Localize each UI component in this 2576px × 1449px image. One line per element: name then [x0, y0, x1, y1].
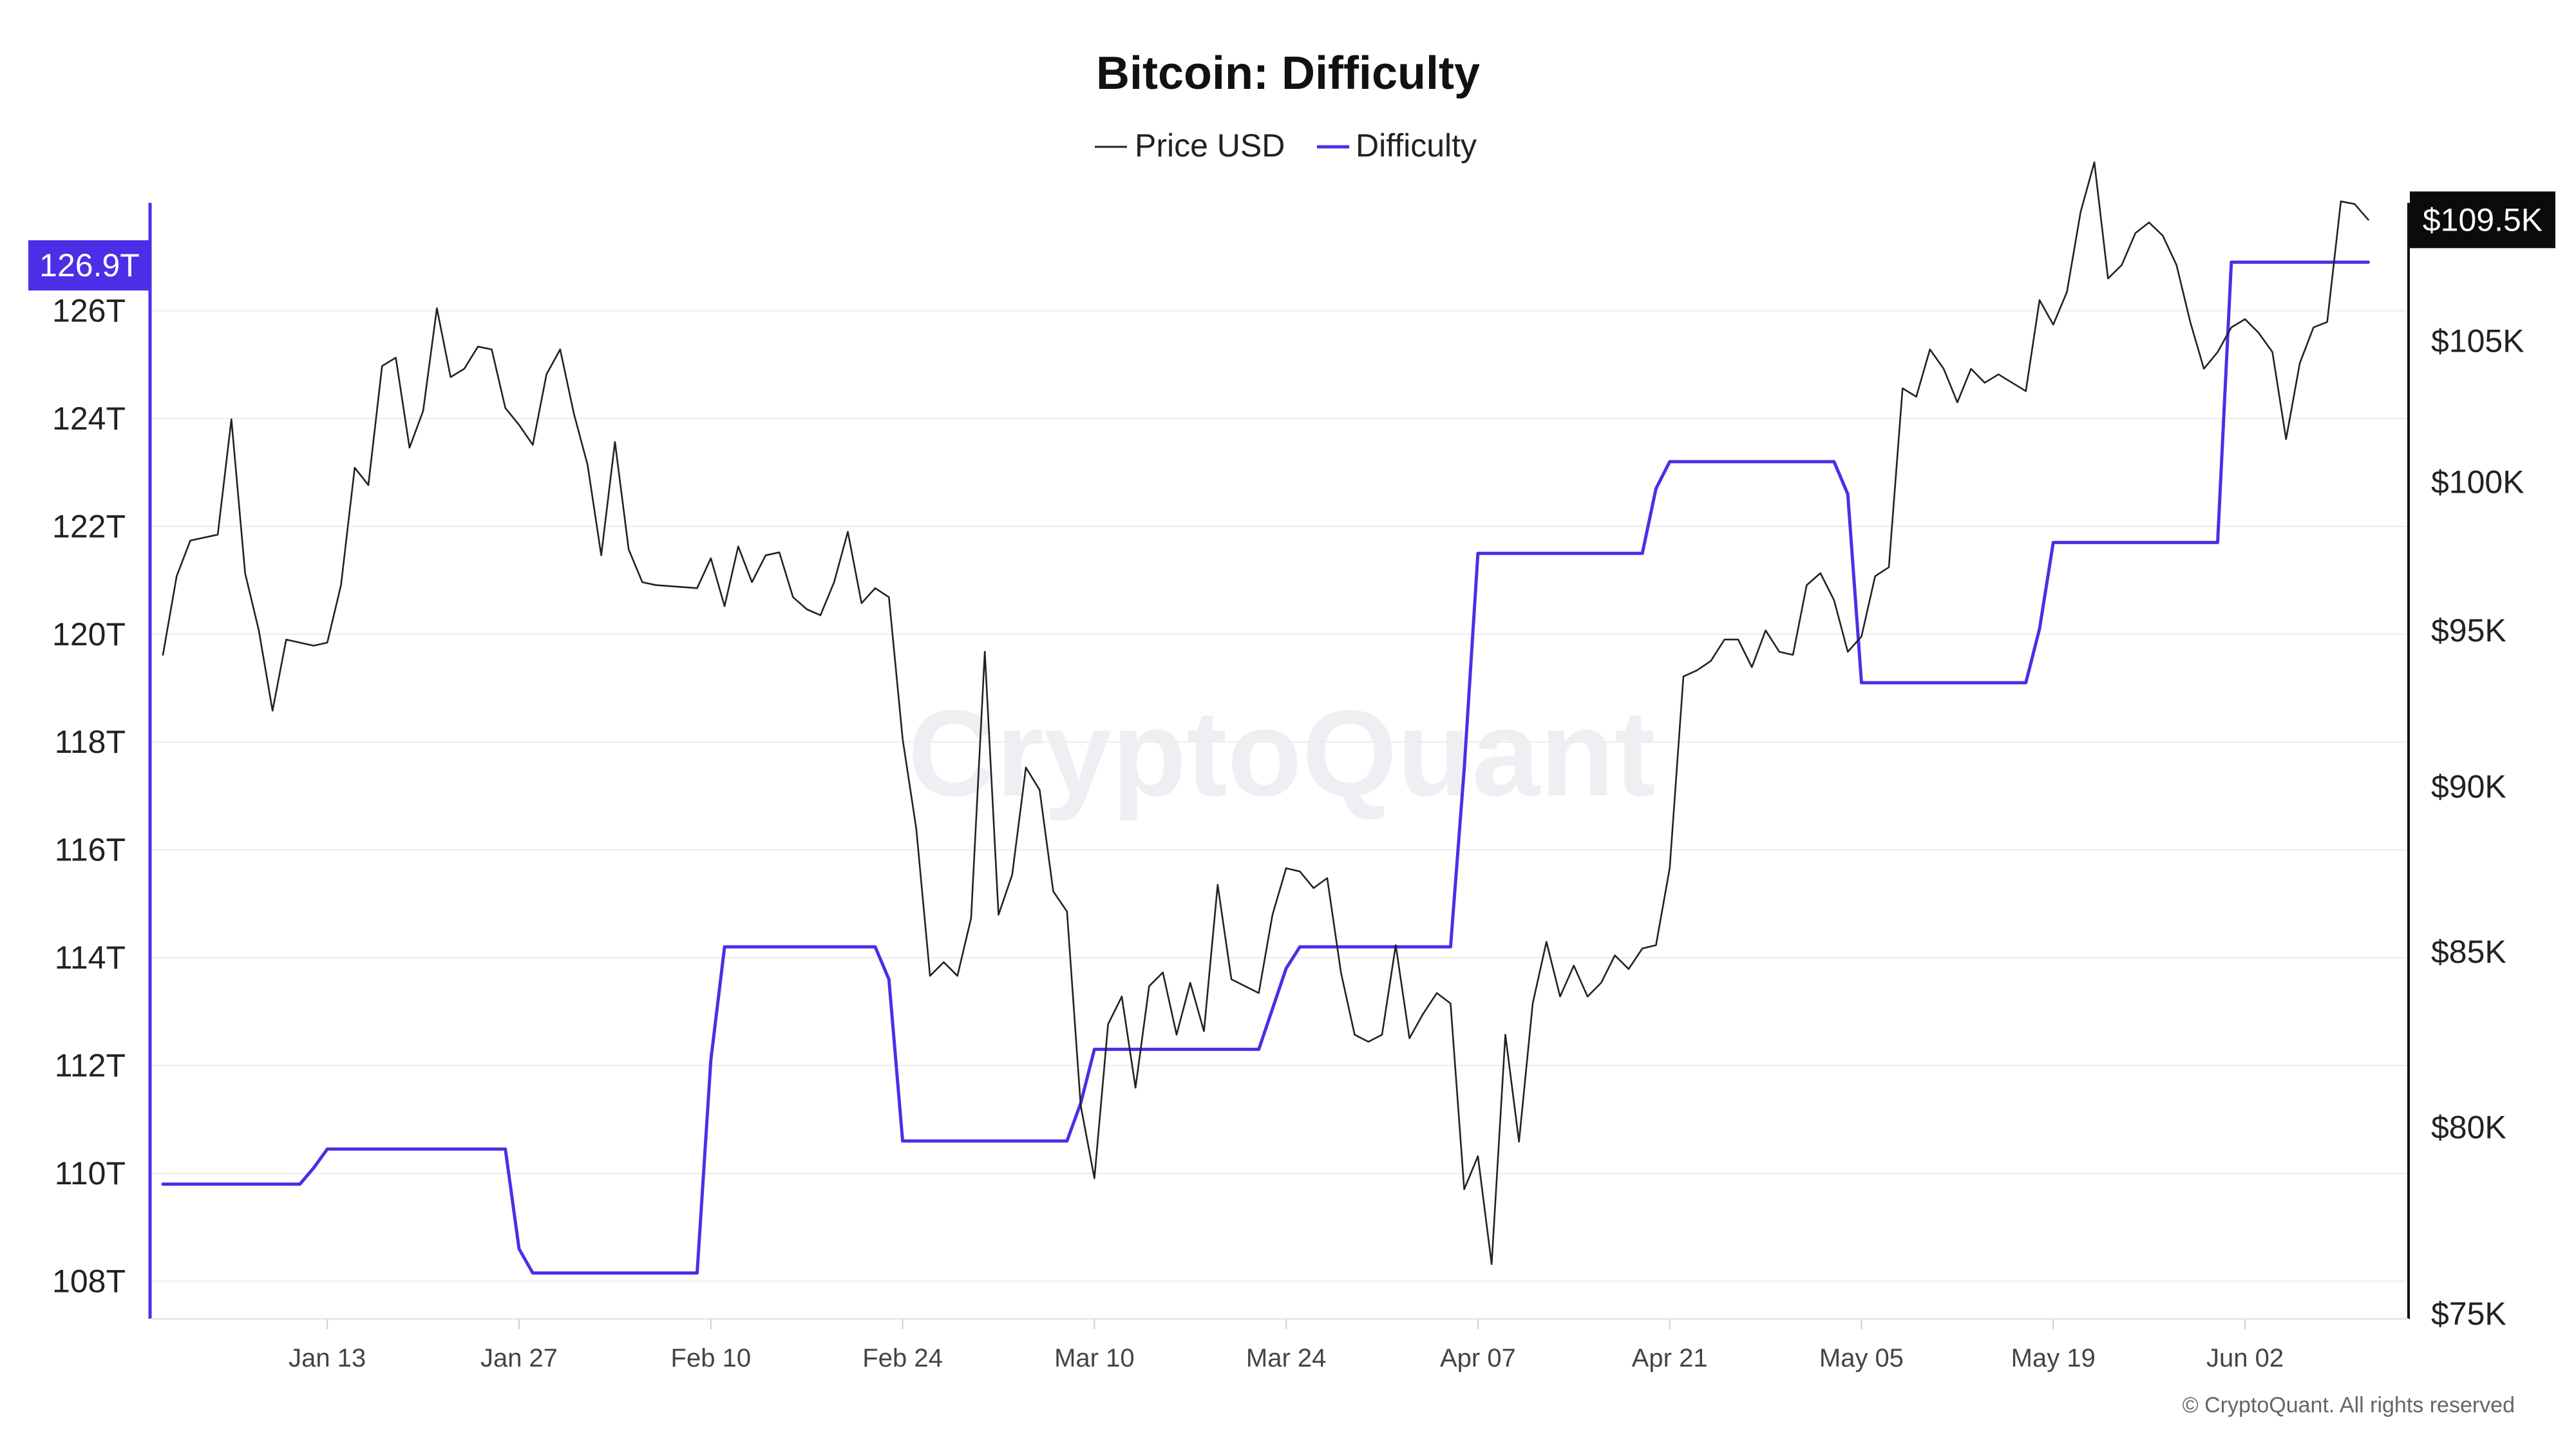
left-tick-label: 110T	[55, 1155, 126, 1191]
right-tick-label: $90K	[2431, 769, 2506, 805]
right-tick-label: $100K	[2431, 464, 2524, 500]
series	[161, 161, 2370, 1275]
legend: Price USD Difficulty	[1095, 128, 1477, 164]
chart-title: Bitcoin: Difficulty	[1096, 48, 1480, 99]
price-line	[162, 161, 2369, 1265]
right-axis-ticks: $75K $80K $85K $90K $95K $100K $105K	[2431, 323, 2524, 1332]
left-tick-label: 116T	[55, 832, 126, 868]
left-tick-label: 118T	[55, 724, 126, 760]
x-tick-label: May 05	[1819, 1344, 1904, 1372]
axes	[148, 203, 2410, 1320]
legend-item-price[interactable]: Price USD	[1135, 128, 1285, 164]
left-tick-label: 120T	[52, 616, 126, 652]
left-tick-label: 108T	[52, 1263, 126, 1299]
x-tick-label: Jan 27	[480, 1344, 558, 1372]
price-current-label: $109.5K	[2423, 202, 2543, 238]
copyright: © CryptoQuant. All rights reserved	[2183, 1393, 2515, 1417]
price-current-badge	[2410, 191, 2555, 249]
right-tick-label: $95K	[2431, 612, 2506, 649]
right-tick-label: $105K	[2431, 323, 2524, 359]
x-tick-label: Mar 24	[1246, 1344, 1327, 1372]
left-tick-label: 112T	[55, 1048, 126, 1084]
difficulty-line	[161, 260, 2370, 1275]
x-tick-label: Jun 02	[2206, 1344, 2284, 1372]
left-tick-label: 114T	[55, 940, 126, 976]
x-tick-label: Mar 10	[1054, 1344, 1135, 1372]
difficulty-current-badge	[28, 240, 151, 291]
right-tick-label: $75K	[2431, 1296, 2506, 1332]
grid-lines	[150, 310, 2409, 1282]
x-tick-label: May 19	[2011, 1344, 2096, 1372]
x-tick-label: Apr 21	[1632, 1344, 1708, 1372]
left-tick-label: 124T	[52, 401, 126, 437]
x-tick-label: Feb 24	[862, 1344, 943, 1372]
left-tick-label: 122T	[52, 508, 126, 544]
current-value-badges: 126.9T $109.5K	[28, 191, 2555, 291]
left-tick-label: 126T	[52, 292, 126, 328]
left-axis-ticks: 108T 110T 112T 114T 116T 118T 120T 122T 124T 126T	[52, 292, 126, 1299]
x-tick-label: Apr 07	[1440, 1344, 1516, 1372]
x-tick-label: Feb 10	[671, 1344, 752, 1372]
legend-item-difficulty[interactable]: Difficulty	[1356, 128, 1477, 164]
x-axis-ticks: Jan 13 Jan 27 Feb 10 Feb 24 Mar 10 Mar 24 Apr …	[289, 1319, 2284, 1372]
watermark: CryptoQuant	[907, 685, 1655, 822]
right-tick-label: $80K	[2431, 1109, 2506, 1145]
difficulty-current-label: 126.9T	[39, 247, 140, 283]
right-tick-label: $85K	[2431, 934, 2506, 970]
x-tick-label: Jan 13	[289, 1344, 366, 1372]
